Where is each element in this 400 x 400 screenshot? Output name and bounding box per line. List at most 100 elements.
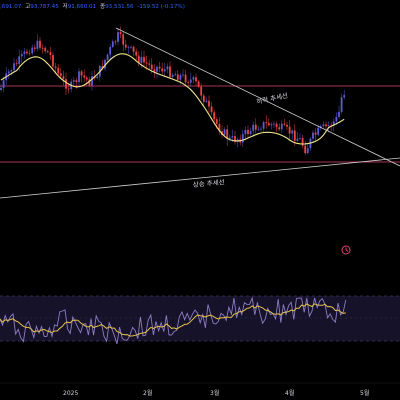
candle-body [114,41,117,43]
high-key: 고 [25,4,31,10]
candle-body [36,40,39,49]
candle-body [13,63,15,71]
candle-body [293,130,296,141]
candle-body [117,32,119,42]
candle-body [119,32,122,35]
candle-body [278,127,281,130]
candle-body [213,112,216,120]
candle-body [150,64,153,70]
candle-body [286,124,288,127]
candle-body [327,125,330,127]
candle-body [148,63,151,65]
candle-body [161,68,164,72]
candle-body [156,66,158,72]
candle-body [226,129,229,139]
candle-body [52,55,54,67]
close-value: 93,531.56 [105,4,134,10]
candle-body [111,41,114,47]
candle-body [166,66,169,70]
candle-body [301,138,304,146]
candle-body [28,53,31,55]
candle-body [140,57,143,63]
candle-body [67,88,70,90]
candle-body [257,129,260,131]
candle-body [132,46,135,52]
x-axis: 2025 2월 3월 4월 5월 [63,389,369,397]
candle-body [249,130,252,135]
candle-body [127,46,130,48]
candle-body [54,66,57,68]
high-value: 93,787.45 [30,4,59,10]
candle-body [202,95,205,102]
candle-body [182,74,184,76]
alert-clock-icon[interactable] [341,245,351,255]
candle-body [267,122,270,126]
candle-body [176,74,179,80]
candle-body [265,122,268,123]
candle-body [143,57,145,63]
candle-body [189,79,192,83]
candle-body [31,47,34,54]
moving-average-line [0,53,345,145]
candle-body [33,47,36,49]
candle-body [317,127,320,135]
candle-body [122,34,125,45]
candle-body [299,138,301,139]
candle-body [244,129,247,135]
candle-body [153,69,156,72]
candle-body [291,130,294,134]
candle-body [80,71,83,76]
candle-body [2,80,5,88]
candle-body [338,111,340,117]
candle-body [280,123,283,130]
x-tick-label: 2월 [143,389,152,397]
candle-body [20,54,23,57]
candle-body [343,95,346,98]
candle-body [296,138,299,141]
candle-body [145,62,148,64]
candle-body [200,86,203,96]
candle-body [75,80,78,83]
candle-body [252,124,255,131]
price-pane[interactable] [0,0,400,255]
candle-body [179,75,182,80]
rsi-ma-line [0,303,346,337]
candle-body [41,47,44,49]
uptrend-label: 상승 추세선 [192,177,225,189]
ohlc-legend: ,691.07 고93,787.45 저91,660.01 종93,531.56… [0,1,185,13]
candle-body [158,66,161,69]
downtrend-line[interactable] [115,27,400,167]
candle-body [88,79,91,86]
change-value: -159.52 (-0.17%) [137,4,185,10]
candle-body [96,76,99,79]
candle-body [171,74,174,77]
uptrend-line[interactable] [0,157,400,199]
candle-body [10,70,13,72]
candle-body [130,46,132,48]
candle-body [275,123,278,128]
candles-group [0,26,346,156]
candle-body [91,76,93,86]
candle-body [135,51,138,56]
candle-body [319,126,322,128]
x-tick-label: 4월 [285,389,294,397]
candle-body [7,71,10,74]
rsi-line [0,296,347,345]
candle-body [340,97,343,112]
candle-body [85,77,88,80]
candle-body [218,123,221,132]
candle-body [174,74,177,76]
candle-body [332,121,335,126]
candle-body [208,100,210,107]
candle-body [254,124,257,130]
candle-body [83,75,86,78]
candle-body [197,81,200,87]
candle-body [335,116,338,122]
candle-body [314,132,317,135]
candle-body [59,73,62,77]
candle-body [39,40,41,48]
close-key: 종 [99,4,106,10]
candle-body [195,77,197,82]
candle-body [163,69,166,72]
